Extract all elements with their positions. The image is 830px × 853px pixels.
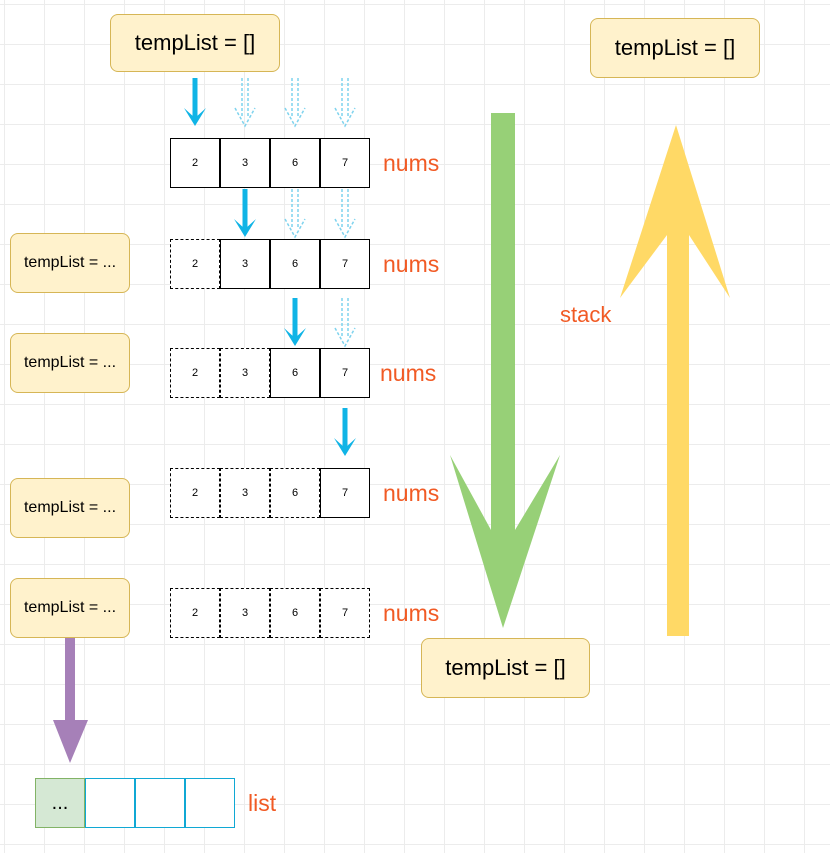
templist-side-box: tempList = ... — [10, 578, 130, 638]
nums-label: nums — [383, 150, 440, 176]
nums-cell: 3 — [220, 348, 270, 398]
nums-cell: 2 — [170, 239, 220, 289]
templist-bottom-box: tempList = [] — [421, 638, 590, 698]
templist-side-box: tempList = ... — [10, 233, 130, 293]
pointer-arrow-row3 — [284, 297, 356, 347]
nums-cell: 6 — [270, 468, 320, 518]
pointer-arrow-row1 — [184, 77, 356, 127]
nums-cell: 7 — [320, 588, 370, 638]
nums-label: nums — [383, 480, 440, 506]
nums-cell: 6 — [270, 588, 320, 638]
list-cell-filled: ... — [35, 778, 85, 828]
yellow-up-arrow — [620, 125, 730, 636]
nums-cell: 2 — [170, 138, 220, 188]
pointer-arrow-row2 — [234, 188, 356, 238]
templist-side-box: tempList = ... — [10, 333, 130, 393]
templist-side-box: tempList = ... — [10, 478, 130, 538]
list-cell-empty — [85, 778, 135, 828]
nums-cell: 3 — [220, 138, 270, 188]
nums-cell: 6 — [270, 239, 320, 289]
list-cell-empty — [135, 778, 185, 828]
nums-cell: 2 — [170, 468, 220, 518]
list-cell-empty — [185, 778, 235, 828]
green-down-arrow — [450, 113, 560, 628]
nums-cell: 3 — [220, 588, 270, 638]
nums-label: nums — [380, 360, 437, 386]
nums-cell: 2 — [170, 348, 220, 398]
stack-label: stack — [560, 302, 612, 327]
list-label: list — [248, 790, 277, 816]
nums-cell: 3 — [220, 239, 270, 289]
pointer-arrow-row4 — [334, 408, 356, 456]
nums-cell: 6 — [270, 348, 320, 398]
purple-down-arrow — [53, 632, 88, 763]
templist-top-box: tempList = [] — [110, 14, 280, 72]
nums-label: nums — [383, 251, 440, 277]
nums-cell: 2 — [170, 588, 220, 638]
nums-cell: 7 — [320, 239, 370, 289]
nums-cell: 7 — [320, 468, 370, 518]
nums-label: nums — [383, 600, 440, 626]
templist-right-box: tempList = [] — [590, 18, 760, 78]
nums-cell: 6 — [270, 138, 320, 188]
nums-cell: 7 — [320, 348, 370, 398]
nums-cell: 7 — [320, 138, 370, 188]
nums-cell: 3 — [220, 468, 270, 518]
